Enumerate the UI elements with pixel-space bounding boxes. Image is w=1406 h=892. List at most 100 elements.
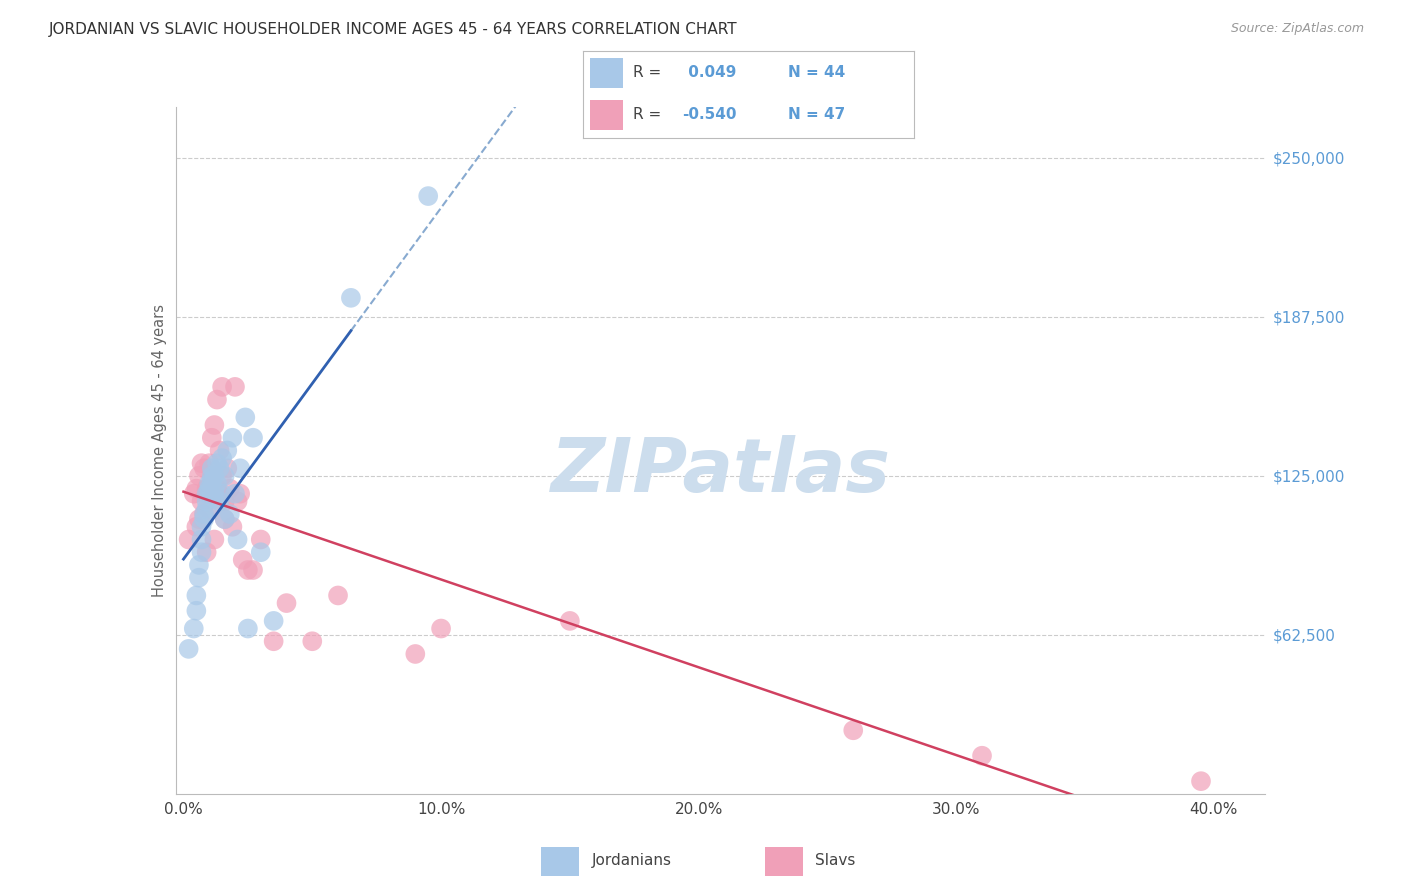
Point <box>205 456 228 470</box>
Point <box>236 563 259 577</box>
Point <box>326 589 349 603</box>
Text: N = 44: N = 44 <box>789 65 845 80</box>
Point <box>202 484 225 499</box>
Point <box>242 563 264 577</box>
Point <box>242 431 264 445</box>
Point <box>186 520 208 534</box>
Point <box>193 461 215 475</box>
Point <box>202 417 225 432</box>
Point <box>198 456 221 470</box>
Point <box>211 380 233 394</box>
Point <box>190 533 212 547</box>
Point <box>198 486 221 500</box>
Text: Jordanians: Jordanians <box>592 854 672 868</box>
Point <box>263 634 285 648</box>
Point <box>198 484 221 499</box>
Point <box>218 482 240 496</box>
Point <box>205 476 228 491</box>
Point <box>224 380 246 394</box>
Text: -0.540: -0.540 <box>683 107 737 122</box>
Point <box>208 461 231 475</box>
Point <box>193 507 215 521</box>
Point <box>198 482 221 496</box>
Bar <box>591 100 623 129</box>
Point <box>177 533 200 547</box>
Point <box>1189 774 1212 789</box>
Point <box>214 494 236 508</box>
Point <box>224 486 246 500</box>
Bar <box>765 847 803 876</box>
Text: ZIPatlas: ZIPatlas <box>551 434 890 508</box>
Point <box>205 482 228 496</box>
Point <box>190 494 212 508</box>
Point <box>218 507 240 521</box>
Point <box>195 545 218 559</box>
Text: R =: R = <box>633 65 661 80</box>
Text: 0.049: 0.049 <box>683 65 735 80</box>
Point <box>263 614 285 628</box>
Point <box>202 533 225 547</box>
Point <box>418 189 440 203</box>
Point <box>187 469 209 483</box>
Point <box>233 410 256 425</box>
Point <box>558 614 581 628</box>
Text: R =: R = <box>633 107 661 122</box>
Point <box>217 443 239 458</box>
Point <box>193 507 215 521</box>
Point <box>183 622 205 636</box>
Point <box>340 291 363 305</box>
Point <box>201 474 224 488</box>
Bar <box>541 847 579 876</box>
Point <box>229 486 252 500</box>
Y-axis label: Householder Income Ages 45 - 64 years: Householder Income Ages 45 - 64 years <box>152 304 167 597</box>
Point <box>201 469 224 483</box>
Point <box>195 482 218 496</box>
Point <box>198 502 221 516</box>
Point <box>249 533 271 547</box>
Point <box>226 533 249 547</box>
Point <box>232 553 254 567</box>
Text: Source: ZipAtlas.com: Source: ZipAtlas.com <box>1230 22 1364 36</box>
Point <box>208 494 231 508</box>
Point <box>226 494 249 508</box>
Point <box>190 456 212 470</box>
Point <box>221 431 243 445</box>
Point <box>187 571 209 585</box>
Point <box>186 604 208 618</box>
Bar <box>591 58 623 87</box>
Point <box>186 589 208 603</box>
Point <box>208 443 231 458</box>
Point <box>201 431 224 445</box>
Point <box>276 596 298 610</box>
Point <box>177 641 200 656</box>
Point <box>205 392 228 407</box>
Point <box>195 502 218 516</box>
Point <box>202 469 225 483</box>
Point <box>202 491 225 506</box>
Point <box>183 486 205 500</box>
Point <box>970 748 993 763</box>
Point <box>198 476 221 491</box>
Point <box>211 486 233 500</box>
Point <box>430 622 453 636</box>
Text: Slavs: Slavs <box>815 854 856 868</box>
Point <box>221 520 243 534</box>
Point <box>211 469 233 483</box>
Point <box>301 634 323 648</box>
Point <box>208 486 231 500</box>
Point <box>190 520 212 534</box>
Point <box>201 469 224 483</box>
Point <box>842 723 865 738</box>
Point <box>214 469 236 483</box>
Point <box>217 461 239 475</box>
Point <box>249 545 271 559</box>
Point <box>186 482 208 496</box>
Point <box>187 558 209 572</box>
Point <box>214 512 236 526</box>
Point <box>190 545 212 559</box>
Point <box>404 647 426 661</box>
Text: JORDANIAN VS SLAVIC HOUSEHOLDER INCOME AGES 45 - 64 YEARS CORRELATION CHART: JORDANIAN VS SLAVIC HOUSEHOLDER INCOME A… <box>49 22 738 37</box>
Point <box>187 512 209 526</box>
Point <box>195 486 218 500</box>
Point <box>214 512 236 526</box>
